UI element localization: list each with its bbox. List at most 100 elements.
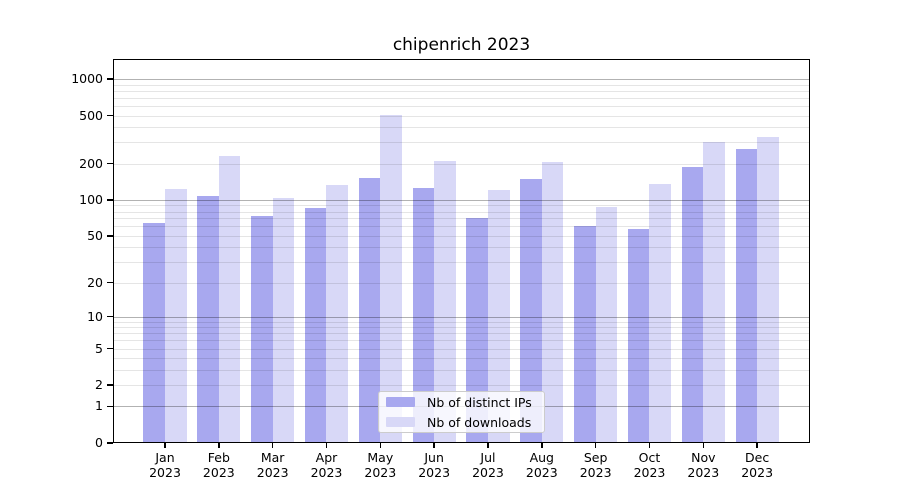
x-tick-mark: [379, 443, 382, 448]
bar-downloads-may: [380, 114, 402, 443]
minor-gridline: [113, 84, 810, 86]
x-tick-label: Jan 2023: [137, 450, 193, 480]
bar-downloads-aug: [541, 162, 564, 443]
major-gridline: [113, 316, 810, 318]
bar-distinct-ips-nov: [681, 167, 704, 443]
minor-gridline: [113, 127, 810, 129]
y-tick-label: 200: [79, 155, 103, 171]
y-tick-label: 500: [79, 107, 103, 123]
minor-gridline: [113, 90, 810, 92]
bar-distinct-ips-dec: [735, 148, 758, 443]
x-tick-label: Nov 2023: [675, 450, 731, 480]
x-tick-label-line: Dec: [745, 450, 770, 465]
legend-item-distinct-ips: Nb of distinct IPs: [379, 392, 544, 412]
legend-label-downloads: Nb of downloads: [427, 414, 532, 430]
y-tick-mark: [107, 162, 113, 165]
x-tick-label: Jun 2023: [406, 450, 462, 480]
legend-label-distinct-ips: Nb of distinct IPs: [427, 394, 532, 410]
x-tick-label: Mar 2023: [245, 450, 301, 480]
x-tick-label-line: 2023: [202, 464, 235, 480]
x-tick-label: Aug 2023: [514, 450, 570, 480]
x-tick-mark: [648, 443, 651, 448]
x-tick-label-line: 2023: [418, 464, 451, 480]
x-tick-label-line: Nov: [691, 450, 716, 465]
bar-downloads-oct: [649, 183, 672, 443]
x-tick-label-line: 2023: [525, 464, 558, 480]
x-tick-label-line: 2023: [633, 464, 666, 480]
x-tick-mark: [271, 443, 274, 448]
x-tick-label-line: Jan: [155, 450, 175, 465]
bar-distinct-ips-aug: [520, 179, 542, 443]
bar-downloads-dec: [757, 137, 779, 443]
x-tick-label-line: 2023: [472, 464, 504, 480]
legend-swatch-downloads: [386, 417, 415, 427]
x-tick-mark: [218, 443, 220, 448]
x-tick-label-line: 2023: [256, 464, 289, 480]
bar-downloads-apr: [326, 184, 349, 443]
y-tick-label: 20: [87, 274, 103, 290]
bar-downloads-jan: [165, 188, 187, 443]
minor-gridline: [113, 205, 810, 207]
minor-gridline: [113, 348, 810, 350]
legend: Nb of distinct IPs Nb of downloads: [378, 391, 545, 433]
x-tick-mark: [702, 443, 705, 448]
bar-downloads-jul: [487, 190, 510, 443]
y-tick-label: 2: [95, 377, 103, 393]
x-tick-label-line: 2023: [310, 464, 343, 480]
minor-gridline: [113, 369, 810, 371]
minor-gridline: [113, 385, 810, 387]
minor-gridline: [113, 340, 810, 342]
y-tick-mark: [107, 347, 113, 350]
x-tick-label-line: 2023: [687, 464, 720, 480]
x-tick-label-line: 2023: [364, 464, 397, 480]
minor-gridline: [113, 321, 810, 323]
x-tick-label: Sep 2023: [568, 450, 624, 480]
x-tick-label: Oct 2023: [621, 450, 677, 480]
x-tick-mark: [164, 443, 166, 448]
minor-gridline: [113, 142, 810, 144]
minor-gridline: [113, 105, 810, 107]
minor-gridline: [113, 235, 810, 237]
x-tick-mark: [756, 443, 758, 448]
y-tick-mark: [107, 114, 113, 117]
y-tick-mark: [107, 235, 113, 237]
y-tick-label: 100: [79, 191, 103, 207]
minor-gridline: [113, 218, 810, 220]
x-tick-label: May 2023: [352, 450, 408, 480]
legend-swatch-distinct-ips: [386, 397, 415, 407]
x-tick-label-line: 2023: [149, 464, 181, 480]
bar-downloads-sep: [595, 207, 618, 443]
bar-distinct-ips-jun: [412, 188, 435, 443]
bar-downloads-nov: [703, 142, 725, 443]
x-tick-label-line: Aug: [529, 450, 554, 465]
minor-gridline: [113, 247, 810, 249]
x-tick-label-line: Oct: [638, 450, 661, 465]
x-tick-mark: [541, 443, 543, 448]
bar-distinct-ips-apr: [304, 208, 327, 443]
x-tick-label: Jul 2023: [460, 450, 516, 480]
x-tick-label: Feb 2023: [191, 450, 247, 480]
minor-gridline: [113, 327, 810, 329]
plot-area: [113, 59, 810, 443]
legend-item-downloads: Nb of downloads: [379, 412, 544, 432]
minor-gridline: [113, 163, 810, 165]
bar-downloads-feb: [218, 155, 241, 443]
x-tick-mark: [433, 443, 435, 448]
bar-distinct-ips-feb: [197, 195, 219, 443]
bar-distinct-ips-jan: [143, 223, 165, 443]
major-gridline: [113, 79, 810, 81]
x-tick-label-line: Jul: [480, 450, 496, 465]
y-tick-label: 5: [95, 340, 103, 356]
x-tick-label-line: Sep: [583, 450, 608, 465]
minor-gridline: [113, 333, 810, 335]
y-tick-label: 1000: [71, 71, 103, 87]
y-tick-mark: [107, 315, 113, 318]
y-tick-label: 1: [95, 398, 103, 414]
x-tick-label-line: 2023: [741, 464, 774, 480]
bar-downloads-jun: [434, 161, 456, 443]
bar-distinct-ips-may: [358, 178, 381, 443]
bar-distinct-ips-mar: [251, 216, 273, 443]
minor-gridline: [113, 282, 810, 284]
y-tick-mark: [107, 281, 113, 284]
